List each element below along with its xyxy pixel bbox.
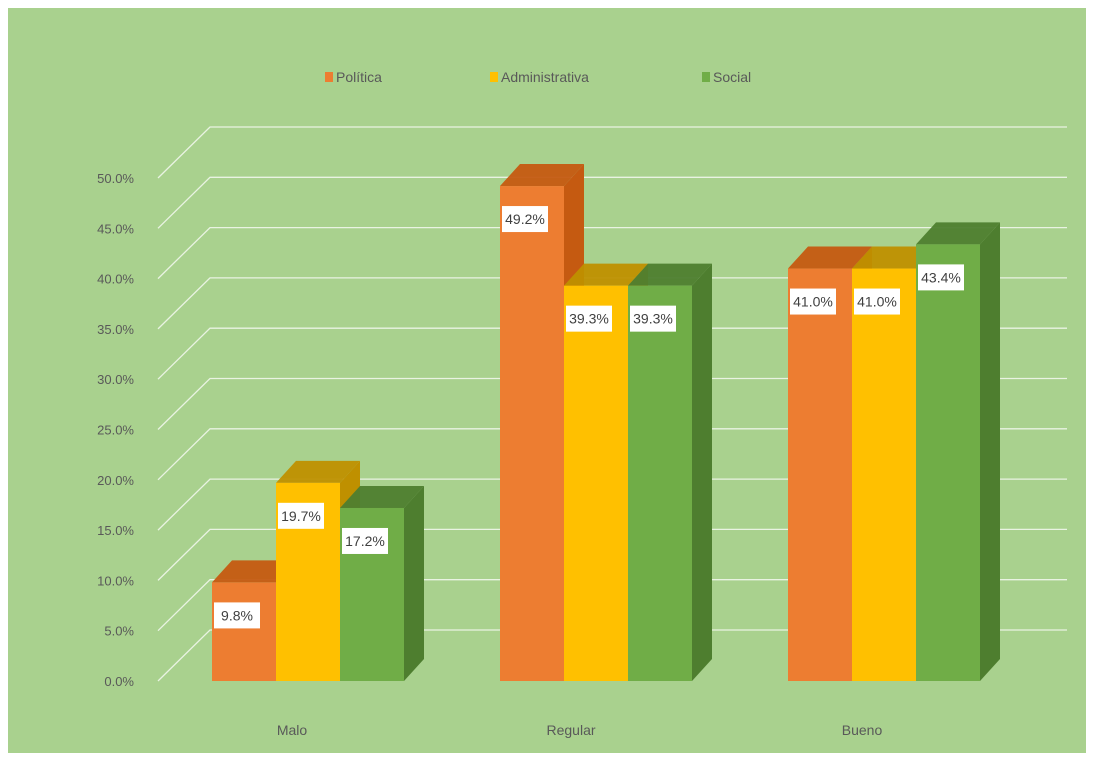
legend-swatch	[490, 72, 498, 82]
legend-label: Política	[336, 69, 382, 85]
data-label-box	[790, 288, 836, 315]
gridline	[157, 478, 1067, 531]
gridline	[157, 126, 1067, 179]
data-label-box	[854, 288, 900, 315]
gridline	[157, 327, 1067, 380]
gridline	[157, 528, 1067, 581]
data-label-box	[214, 602, 260, 629]
bar-side	[980, 222, 1000, 681]
gridline	[157, 377, 1067, 430]
y-tick-label: 0.0%	[104, 674, 134, 689]
y-tick-label: 20.0%	[97, 473, 134, 488]
data-label-box	[918, 264, 964, 291]
data-label-box	[278, 502, 324, 529]
data-label: 9.8%	[221, 607, 253, 623]
bar-side	[404, 485, 424, 681]
gridline	[157, 579, 1067, 632]
bar-administrativa-bueno	[852, 268, 916, 681]
bar-top	[788, 246, 872, 269]
bar-social-regular	[628, 285, 692, 681]
bar-política-bueno	[788, 268, 852, 681]
legend-label: Social	[713, 69, 751, 85]
data-label: 17.2%	[345, 533, 385, 549]
gridline	[157, 176, 1067, 229]
data-label: 41.0%	[857, 294, 897, 310]
y-tick-label: 10.0%	[97, 573, 134, 588]
legend-label: Administrativa	[501, 69, 589, 85]
y-tick-label: 50.0%	[97, 171, 134, 186]
bar-política-regular	[500, 186, 564, 681]
bar-top	[564, 263, 648, 286]
gridline	[157, 277, 1067, 330]
data-label-box	[502, 206, 548, 233]
legend-swatch	[702, 72, 710, 82]
data-label-box	[342, 527, 388, 554]
gridline	[157, 428, 1067, 481]
bar-top	[500, 164, 584, 187]
bar-top	[628, 263, 712, 286]
bar-top	[340, 485, 424, 508]
data-label-box	[630, 305, 676, 332]
y-tick-label: 45.0%	[97, 221, 134, 236]
x-category-label: Regular	[546, 722, 595, 738]
data-label: 39.3%	[633, 311, 673, 327]
gridline	[157, 629, 1067, 682]
y-tick-label: 40.0%	[97, 272, 134, 287]
data-label: 19.7%	[281, 508, 321, 524]
y-tick-label: 5.0%	[104, 624, 134, 639]
bar-side	[692, 263, 712, 681]
bar-top	[852, 246, 936, 269]
data-label-box	[566, 305, 612, 332]
bar-administrativa-regular	[564, 285, 628, 681]
y-tick-label: 15.0%	[97, 523, 134, 538]
bar-social-bueno	[916, 244, 980, 681]
x-category-label: Bueno	[842, 722, 883, 738]
y-tick-label: 35.0%	[97, 322, 134, 337]
bar-top	[276, 460, 360, 483]
y-tick-label: 30.0%	[97, 372, 134, 387]
y-tick-label: 25.0%	[97, 423, 134, 438]
bar-top	[212, 560, 296, 583]
bar-política-malo	[212, 582, 276, 681]
x-category-label: Malo	[277, 722, 308, 738]
data-label: 43.4%	[921, 269, 961, 285]
data-label: 49.2%	[505, 211, 545, 227]
data-label: 39.3%	[569, 311, 609, 327]
bar-top	[916, 222, 1000, 245]
data-label: 41.0%	[793, 294, 833, 310]
legend-swatch	[325, 72, 333, 82]
gridline	[157, 226, 1067, 280]
